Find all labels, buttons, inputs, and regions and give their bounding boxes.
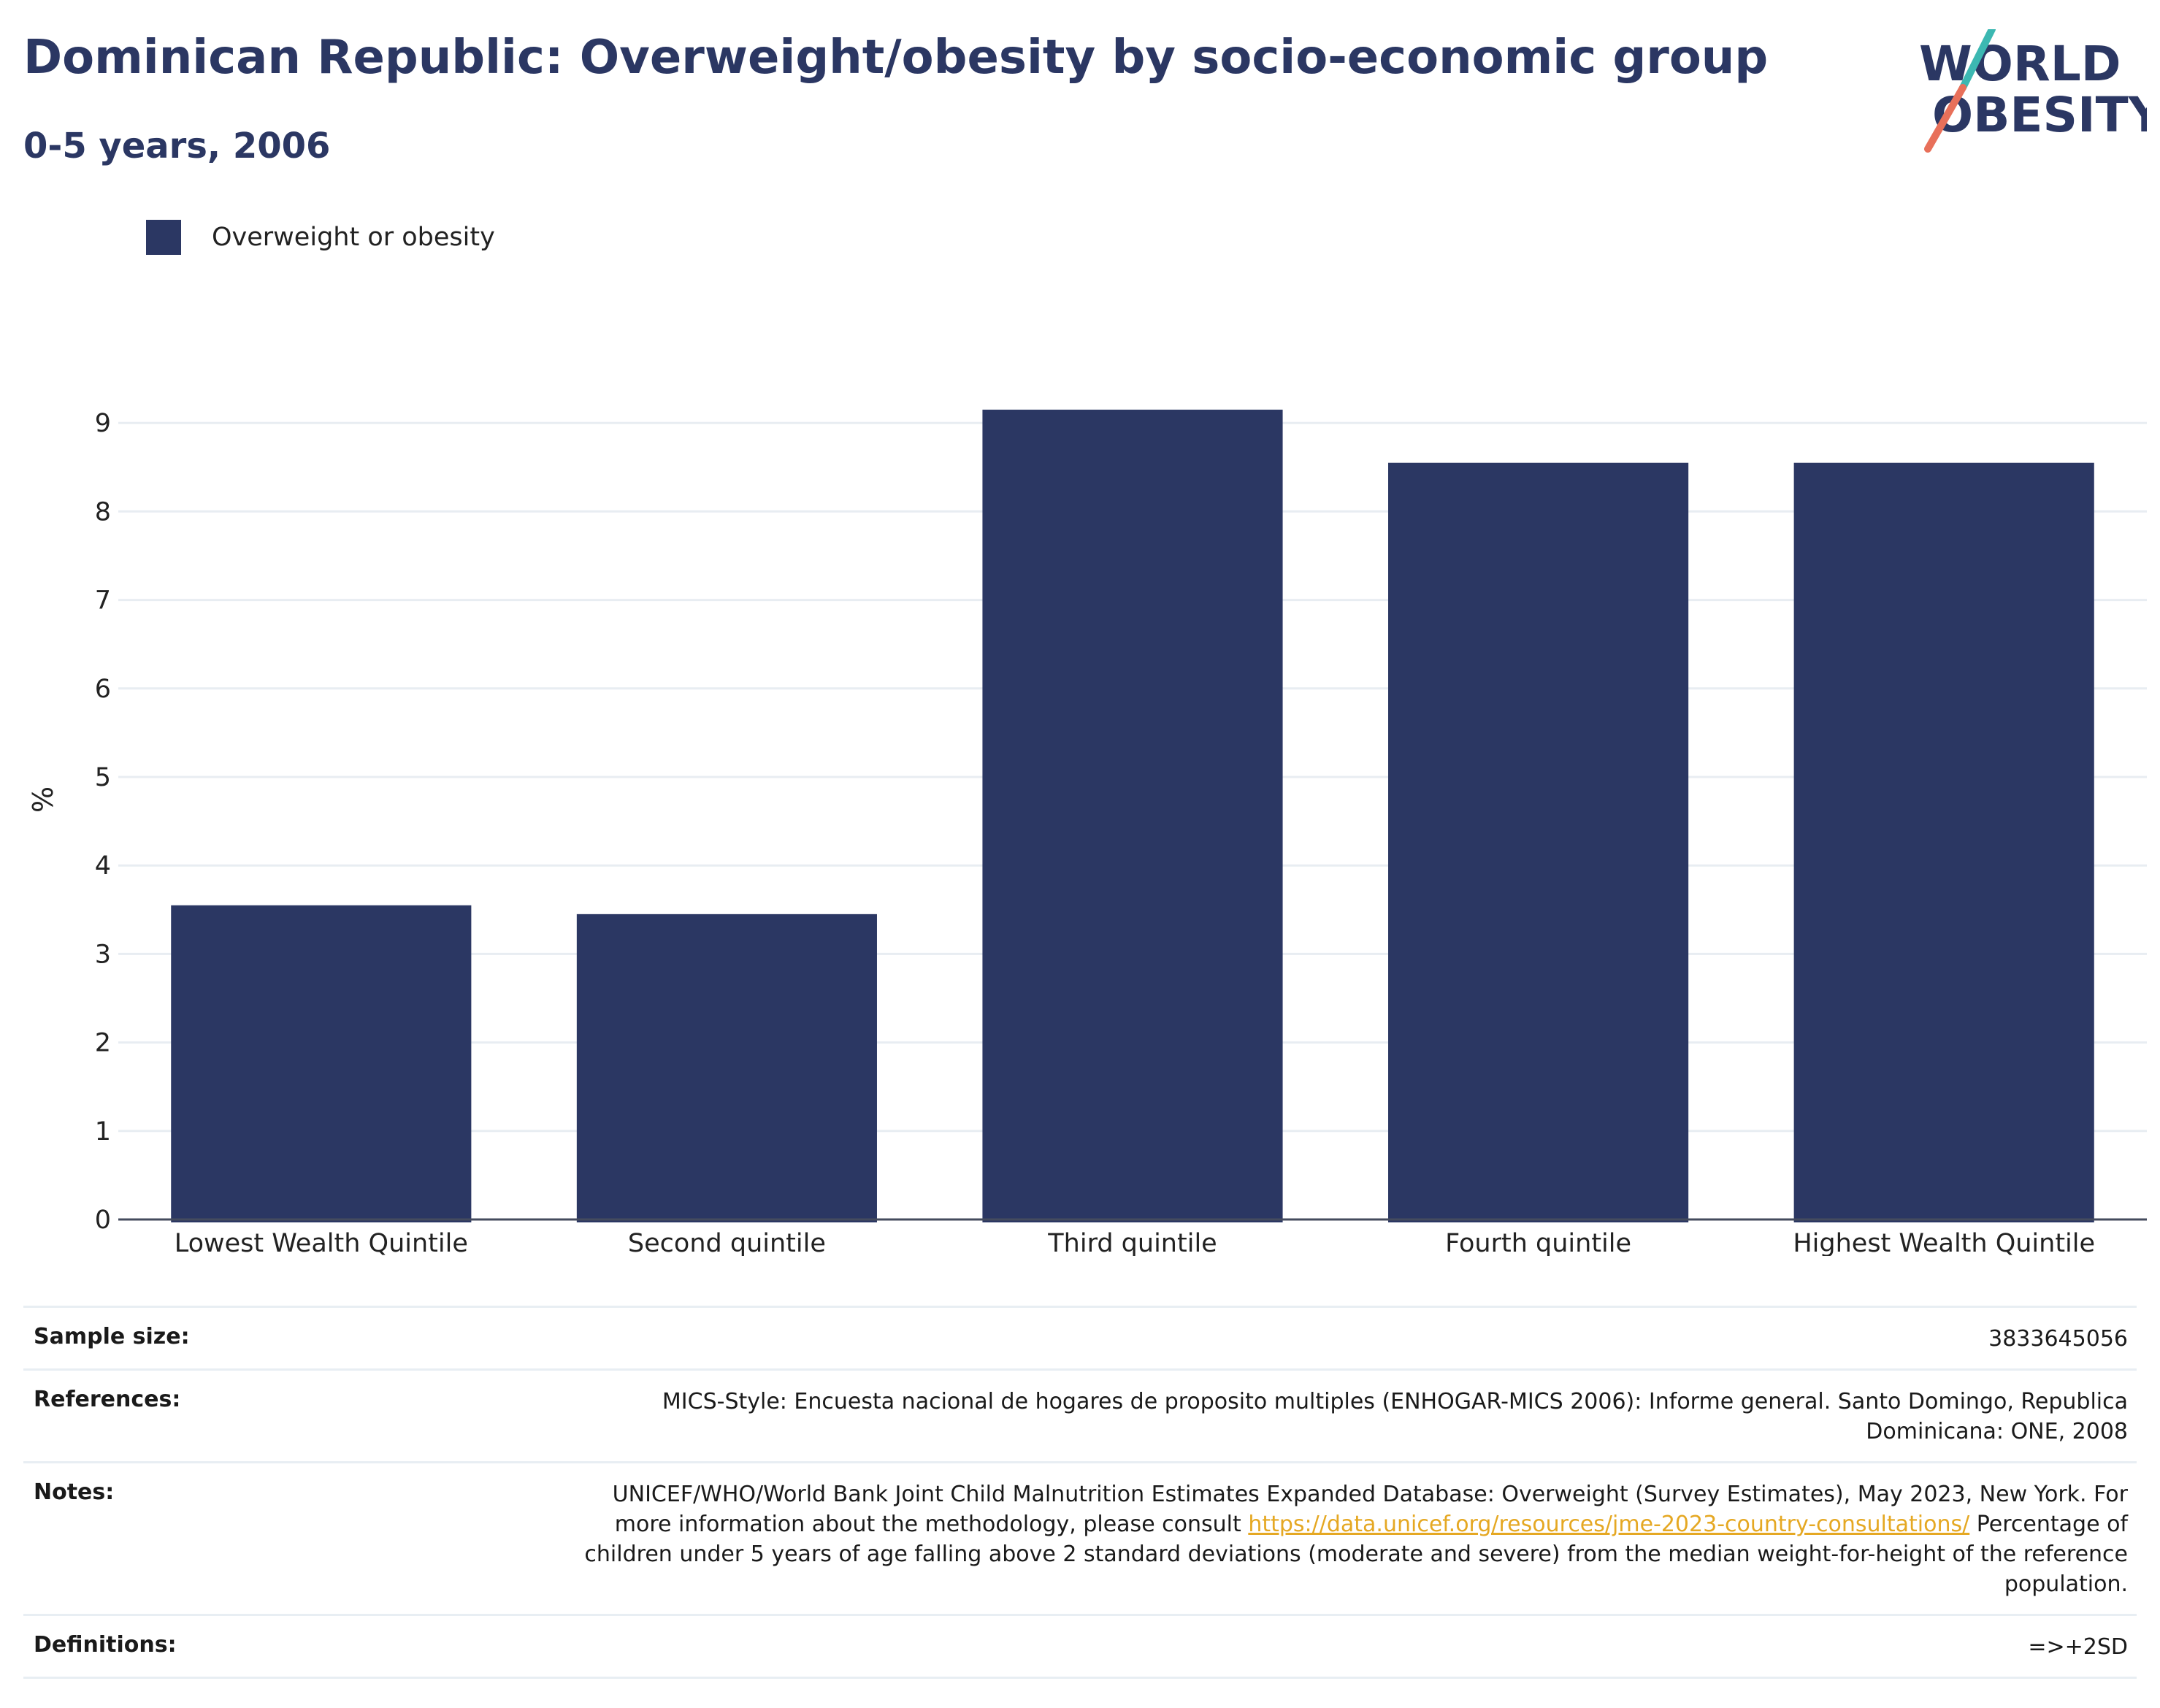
chart-subtitle: 0-5 years, 2006 [23,126,331,166]
x-tick-label-1: Second quintile [628,1229,826,1256]
y-tick-label-0: 0 [95,1206,111,1235]
x-tick-label-3: Fourth quintile [1445,1229,1631,1256]
y-axis-title: % [27,786,59,813]
legend-swatch [146,220,181,255]
axes: 0 1 2 3 4 5 6 7 8 9 Lowest Wealth Quintile Second q… [95,409,2147,1256]
references-row: References: MICS-Style: Encuesta naciona… [23,1368,2137,1461]
notes-text-after: Percentage of children under 5 years of … [584,1512,2128,1597]
info-table: Sample size: 3833645056 References: MICS… [23,1306,2137,1679]
references-value: MICS-Style: Encuesta nacional de hogares… [662,1389,2128,1444]
bar-3 [1388,462,1689,1222]
bar-2 [982,410,1283,1222]
sample-size-row: Sample size: 3833645056 [23,1306,2137,1368]
bar-1 [576,914,877,1222]
logo-line1: WORLD [1919,36,2121,92]
y-tick-label-2: 2 [95,1029,111,1058]
notes-text-before: UNICEF/WHO/World Bank Joint Child Malnut… [612,1482,2128,1537]
bar-4 [1793,462,2094,1222]
sample-size-value: 3833645056 [1988,1326,2128,1352]
definitions-value: =>+2SD [2028,1634,2128,1660]
methodology-link[interactable]: https://data.unicef.org/resources/jme-20… [1248,1512,1970,1537]
y-tick-label-6: 6 [95,675,111,704]
y-tick-label-9: 9 [95,409,111,438]
logo-line2: OBESITY [1932,87,2147,143]
y-tick-label-1: 1 [95,1117,111,1146]
references-label: References: [34,1387,181,1412]
legend-label: Overweight or obesity [212,223,495,252]
bar-chart: 0 1 2 3 4 5 6 7 8 9 Lowest Wealth Quintile Second q… [0,351,2160,1256]
y-tick-label-5: 5 [95,763,111,792]
notes-row: Notes: UNICEF/WHO/World Bank Joint Child… [23,1461,2137,1614]
definitions-row: Definitions: =>+2SD [23,1614,2137,1679]
notes-value: UNICEF/WHO/World Bank Joint Child Malnut… [565,1479,2128,1599]
x-tick-label-4: Highest Wealth Quintile [1793,1229,2095,1256]
legend: Overweight or obesity [146,219,495,256]
y-tick-label-3: 3 [95,940,111,969]
world-obesity-logo: WORLD OBESITY [1906,26,2160,161]
definitions-label: Definitions: [34,1632,177,1658]
y-tick-label-8: 8 [95,497,111,526]
bars [171,410,2094,1222]
bar-0 [171,905,472,1222]
sample-size-label: Sample size: [34,1324,190,1349]
chart-title: Dominican Republic: Overweight/obesity b… [23,31,1769,85]
y-tick-label-4: 4 [95,851,111,881]
chart-svg: 0 1 2 3 4 5 6 7 8 9 Lowest Wealth Quintile Second q… [27,409,2147,1256]
y-tick-label-7: 7 [95,586,111,616]
x-tick-label-0: Lowest Wealth Quintile [175,1229,468,1256]
notes-label: Notes: [34,1479,115,1505]
x-tick-label-2: Third quintile [1047,1229,1217,1256]
